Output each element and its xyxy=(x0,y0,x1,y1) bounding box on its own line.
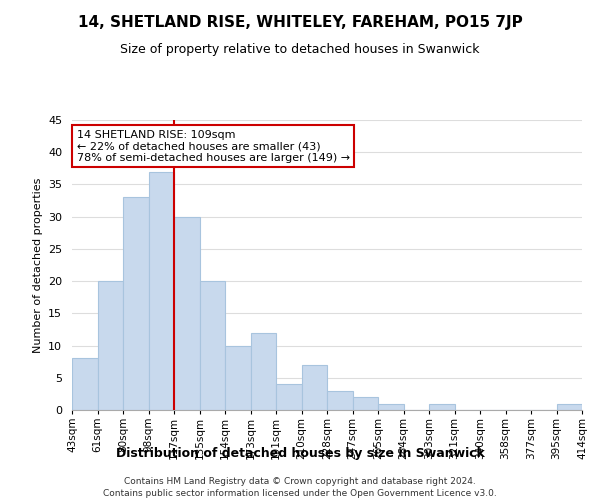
Bar xyxy=(378,404,404,410)
Text: Contains public sector information licensed under the Open Government Licence v3: Contains public sector information licen… xyxy=(103,489,497,498)
Bar xyxy=(557,404,582,410)
Text: Contains HM Land Registry data © Crown copyright and database right 2024.: Contains HM Land Registry data © Crown c… xyxy=(124,478,476,486)
Bar xyxy=(97,281,123,410)
Bar xyxy=(429,404,455,410)
Text: 14, SHETLAND RISE, WHITELEY, FAREHAM, PO15 7JP: 14, SHETLAND RISE, WHITELEY, FAREHAM, PO… xyxy=(77,15,523,30)
Bar xyxy=(353,397,378,410)
Bar xyxy=(72,358,97,410)
Bar xyxy=(225,346,251,410)
Text: Distribution of detached houses by size in Swanwick: Distribution of detached houses by size … xyxy=(116,448,484,460)
Bar xyxy=(123,198,149,410)
Bar xyxy=(174,216,199,410)
Text: Size of property relative to detached houses in Swanwick: Size of property relative to detached ho… xyxy=(120,42,480,56)
Y-axis label: Number of detached properties: Number of detached properties xyxy=(32,178,43,352)
Bar xyxy=(302,365,327,410)
Bar xyxy=(251,332,276,410)
Text: 14 SHETLAND RISE: 109sqm
← 22% of detached houses are smaller (43)
78% of semi-d: 14 SHETLAND RISE: 109sqm ← 22% of detach… xyxy=(77,130,350,163)
Bar xyxy=(149,172,174,410)
Bar xyxy=(199,281,225,410)
Bar xyxy=(276,384,302,410)
Bar xyxy=(327,390,353,410)
